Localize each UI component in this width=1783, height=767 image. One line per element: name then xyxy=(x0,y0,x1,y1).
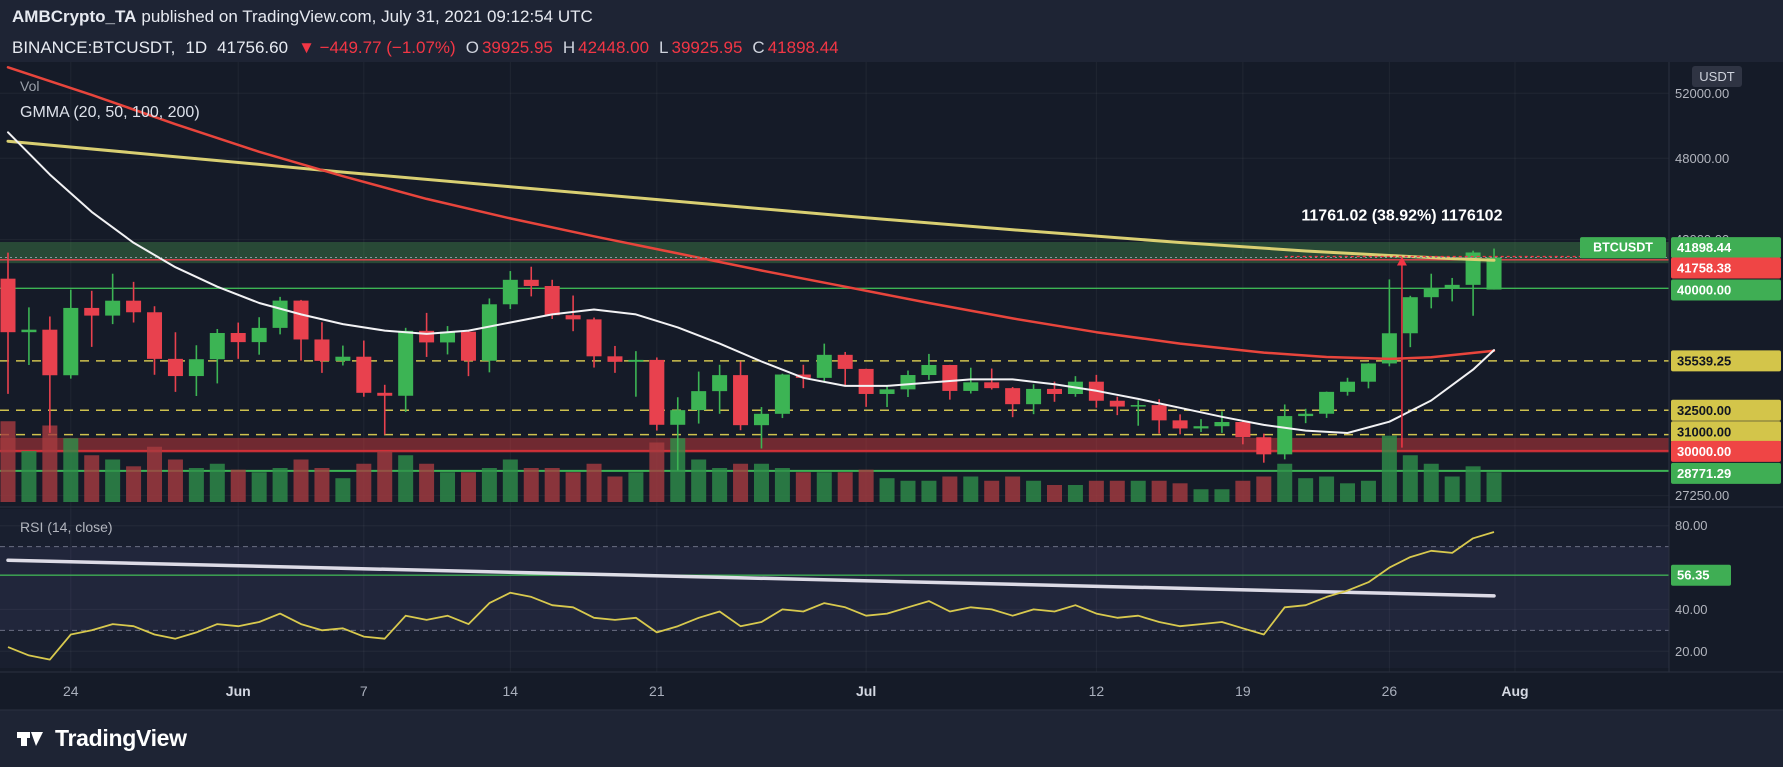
price-axis-badge xyxy=(1671,350,1781,372)
time-axis-label: 14 xyxy=(503,683,519,699)
symbol-title[interactable]: BINANCE:BTCUSDT, xyxy=(12,37,176,57)
brand-name[interactable]: TradingView xyxy=(55,725,187,751)
price-axis-badge-label: 32500.00 xyxy=(1677,403,1731,418)
ohlc-high: H 42448.00 xyxy=(562,37,650,57)
rsi-trendline xyxy=(6,558,1496,598)
price-axis-badge-label: 40000.00 xyxy=(1677,282,1731,297)
time-axis-label: 7 xyxy=(360,683,368,699)
rsi-band xyxy=(0,546,1669,631)
volume-series xyxy=(0,421,1502,502)
price-axis-badge xyxy=(1671,440,1781,462)
time-axis-label: 19 xyxy=(1235,683,1251,699)
separators xyxy=(0,62,1783,711)
last-price: 41756.60 xyxy=(217,37,289,57)
measurement-label: 11761.02 (38.92%) 1176102 xyxy=(1301,207,1502,224)
gmma-mid-ma-line xyxy=(6,66,1496,361)
time-axis-label: 12 xyxy=(1089,683,1105,699)
attribution-text: published on TradingView.com, July 31, 2… xyxy=(141,6,593,26)
price-axis-badge xyxy=(1671,399,1781,421)
rsi-legend: RSI (14, close) xyxy=(20,519,113,535)
gridlines xyxy=(0,62,1669,672)
currency-chip xyxy=(1692,66,1742,87)
ohlc-close: C 41898.44 xyxy=(752,37,839,57)
attribution-footer: TradingView xyxy=(0,710,1783,767)
axis-price-label: 27250.00 xyxy=(1675,488,1729,503)
time-axis-label: Jun xyxy=(226,683,251,699)
price-axis-badge-label: 41758.38 xyxy=(1677,260,1731,275)
price-axis-badge xyxy=(1671,257,1781,279)
rsi-axis-label: 80.00 xyxy=(1675,518,1708,533)
rsi-axis-label: 40.00 xyxy=(1675,602,1708,617)
rsi-pane xyxy=(0,509,1669,668)
axis-price-label: 48000.00 xyxy=(1675,151,1729,166)
price-axis-badge-label: 35539.25 xyxy=(1677,353,1731,368)
top-bars: AMBCrypto_TA published on TradingView.co… xyxy=(0,0,1783,62)
price-change: ▼ −449.77 (−1.07%) xyxy=(298,37,456,57)
symbol-price-chip xyxy=(1580,237,1666,259)
time-axis[interactable]: 24 Jun 7 14 21 Jul 12 19 26 Aug xyxy=(63,683,1529,699)
ohlc-low: L 39925.95 xyxy=(659,37,743,57)
rsi-line xyxy=(7,531,1495,661)
ohlc-open: O 39925.95 xyxy=(465,37,553,57)
rsi-axis-label: 20.00 xyxy=(1675,644,1708,659)
time-axis-label: Jul xyxy=(856,683,876,699)
attribution-bar: AMBCrypto_TA published on TradingView.co… xyxy=(0,0,1783,33)
time-axis-label: Aug xyxy=(1501,683,1528,699)
time-axis-label: 26 xyxy=(1382,683,1398,699)
price-axis[interactable]: USDT52000.0048000.0043000.0027250.004189… xyxy=(1580,66,1781,659)
price-axis-badge-label: 41898.44 xyxy=(1677,240,1732,255)
price-axis-badge xyxy=(1671,421,1781,443)
price-axis-badge xyxy=(1671,279,1781,301)
volume-legend: Vol xyxy=(20,78,39,94)
price-axis-badge xyxy=(1671,462,1781,484)
tradingview-logo[interactable] xyxy=(16,725,44,753)
price-axis-badge-label: 30000.00 xyxy=(1677,444,1731,459)
interval-label[interactable]: 1D xyxy=(185,37,208,57)
time-axis-label: 21 xyxy=(649,683,665,699)
rsi-axis-badge xyxy=(1671,564,1731,586)
time-axis-label: 24 xyxy=(63,683,79,699)
currency-chip-label: USDT xyxy=(1699,69,1734,84)
price-axis-badge-label: 28771.29 xyxy=(1677,466,1731,481)
gmma-legend: GMMA (20, 50, 100, 200) xyxy=(20,104,200,121)
symbol-info-bar: BINANCE:BTCUSDT, 1D 41756.60 ▼ −449.77 (… xyxy=(0,33,1783,62)
pane-legends: Vol GMMA (20, 50, 100, 200) RSI (14, close… xyxy=(20,78,200,535)
axis-price-label: 52000.00 xyxy=(1675,86,1729,101)
price-axis-badge xyxy=(1671,237,1781,259)
price-axis-badge-label: 31000.00 xyxy=(1677,424,1731,439)
price-zone xyxy=(0,437,1669,453)
gmma-short-ma-line xyxy=(7,131,1495,434)
symbol-price-chip-label: BTCUSDT xyxy=(1593,241,1653,255)
rsi-axis-badge-label: 56.35 xyxy=(1677,568,1710,583)
candlestick-series xyxy=(0,248,1502,471)
author-name[interactable]: AMBCrypto_TA xyxy=(12,6,137,26)
